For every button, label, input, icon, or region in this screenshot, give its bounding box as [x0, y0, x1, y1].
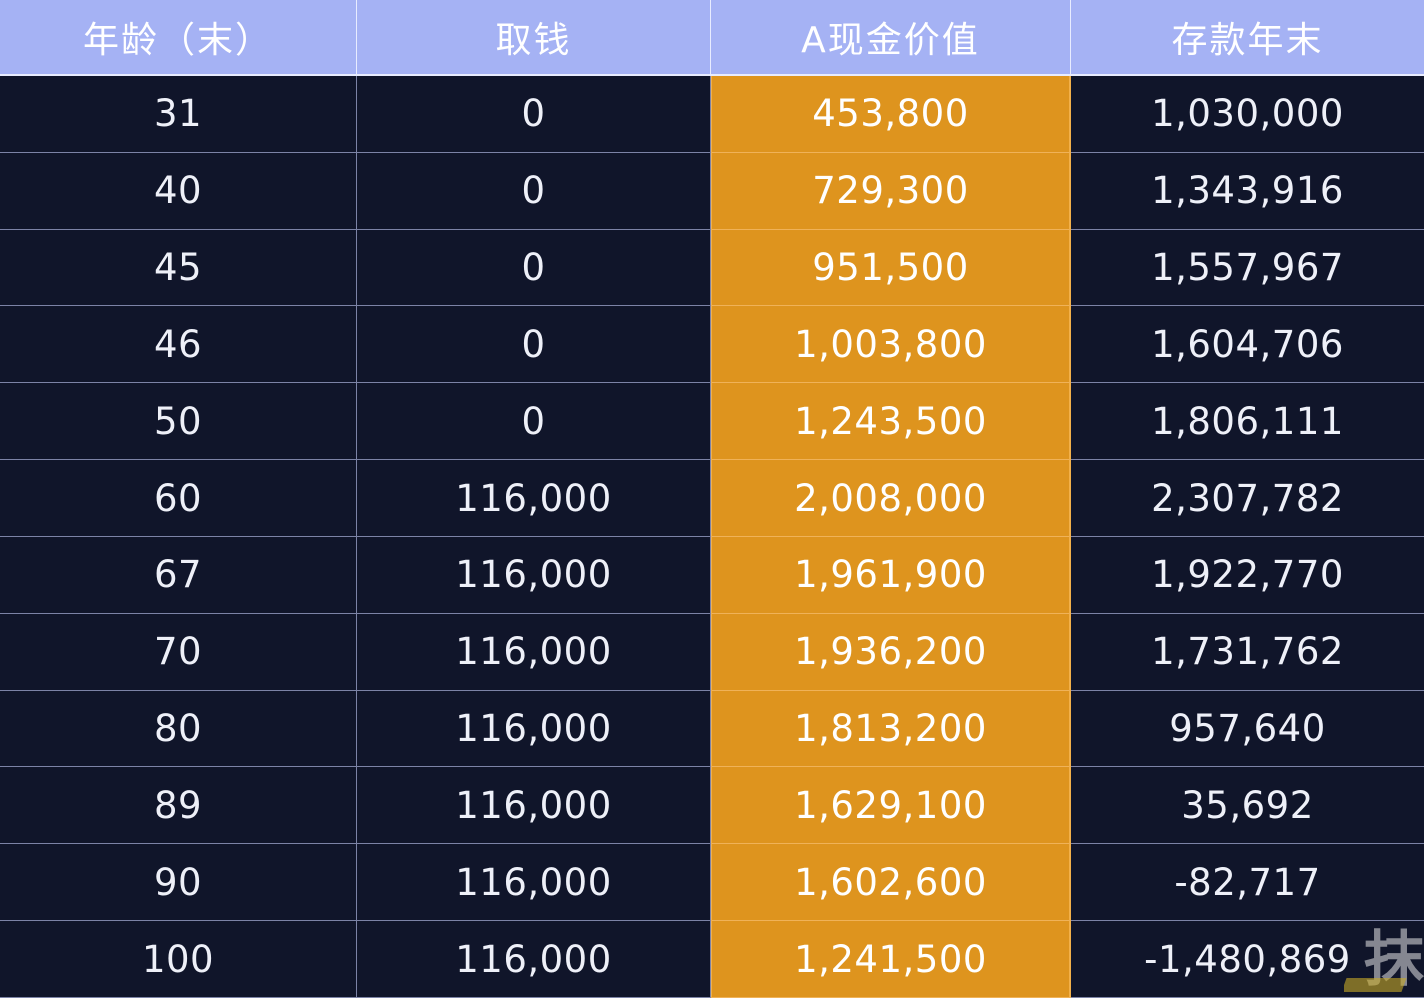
cash-value-cell: 1,936,200: [711, 613, 1071, 691]
cash-value-cell: 453,800: [711, 76, 1071, 153]
withdrawal-cell: 116,000: [357, 460, 711, 537]
cash-value-cell: 1,629,100: [711, 767, 1071, 845]
deposit-cell: 1,557,967: [1071, 229, 1424, 307]
deposit-cell: 1,343,916: [1071, 152, 1424, 230]
withdrawal-cell: 116,000: [357, 921, 711, 998]
age-cell: 80: [0, 690, 357, 768]
deposit-cell: 1,731,762: [1071, 613, 1424, 691]
withdrawal-cell: 116,000: [357, 767, 711, 845]
age-cell: 67: [0, 536, 357, 614]
deposit-cell: -82,717: [1071, 844, 1424, 922]
header-deposit-year-end: 存款年末: [1071, 0, 1424, 76]
age-cell: 89: [0, 767, 357, 845]
cash-value-cell: 1,243,500: [711, 383, 1071, 461]
withdrawal-cell: 116,000: [357, 536, 711, 614]
header-cash-value-a: A现金价值: [711, 0, 1071, 76]
withdrawal-cell: 0: [357, 229, 711, 307]
deposit-cell: 1,922,770: [1071, 536, 1424, 614]
withdrawal-cell: 116,000: [357, 844, 711, 922]
cash-value-cell: 951,500: [711, 229, 1071, 307]
age-cell: 40: [0, 152, 357, 230]
cash-value-cell: 1,003,800: [711, 306, 1071, 384]
age-cell: 31: [0, 76, 357, 153]
age-cell: 45: [0, 229, 357, 307]
deposit-cell: 1,030,000: [1071, 76, 1424, 153]
cash-value-cell: 1,813,200: [711, 690, 1071, 768]
age-cell: 90: [0, 844, 357, 922]
withdrawal-cell: 116,000: [357, 613, 711, 691]
withdrawal-cell: 0: [357, 152, 711, 230]
deposit-cell: 35,692: [1071, 767, 1424, 845]
header-age: 年龄（末）: [0, 0, 357, 76]
cash-value-cell: 1,602,600: [711, 844, 1071, 922]
withdrawal-cell: 0: [357, 383, 711, 461]
cash-value-cell: 2,008,000: [711, 460, 1071, 537]
age-cell: 100: [0, 921, 357, 998]
withdrawal-cell: 0: [357, 306, 711, 384]
cash-value-cell: 1,241,500: [711, 921, 1071, 998]
deposit-cell: 2,307,782: [1071, 460, 1424, 537]
withdrawal-cell: 116,000: [357, 690, 711, 768]
cash-value-cell: 729,300: [711, 152, 1071, 230]
deposit-cell: 957,640: [1071, 690, 1424, 768]
deposit-cell: 1,604,706: [1071, 306, 1424, 384]
withdrawal-cell: 0: [357, 76, 711, 153]
deposit-cell: 1,806,111: [1071, 383, 1424, 461]
age-cell: 60: [0, 460, 357, 537]
deposit-cell: -1,480,869: [1071, 921, 1424, 998]
header-withdrawal: 取钱: [357, 0, 711, 76]
age-cell: 70: [0, 613, 357, 691]
cash-value-cell: 1,961,900: [711, 536, 1071, 614]
age-cell: 46: [0, 306, 357, 384]
age-cell: 50: [0, 383, 357, 461]
